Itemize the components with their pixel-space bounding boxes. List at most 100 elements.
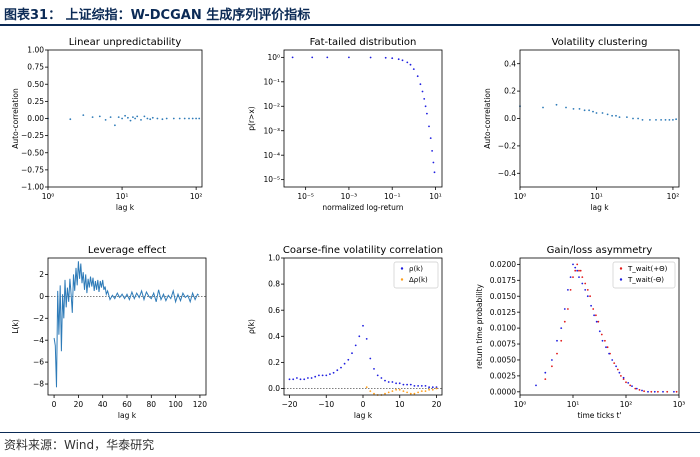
data-point xyxy=(555,103,558,106)
data-point xyxy=(191,117,194,120)
data-point xyxy=(132,116,134,118)
data-point xyxy=(435,386,438,389)
data-point xyxy=(109,116,112,118)
data-point xyxy=(340,366,342,369)
data-point xyxy=(395,382,397,385)
data-point xyxy=(563,308,566,310)
y-tick-label: −0.50 xyxy=(21,148,44,157)
data-point xyxy=(149,118,152,121)
data-point xyxy=(351,352,353,355)
data-point xyxy=(143,115,146,118)
x-tick-label: 20 xyxy=(74,400,84,409)
data-point xyxy=(576,263,579,266)
data-point xyxy=(428,125,430,128)
data-point xyxy=(412,68,415,70)
data-point xyxy=(343,362,346,365)
data-point xyxy=(572,263,574,266)
data-point xyxy=(406,61,409,64)
y-tick-label: 1.00 xyxy=(27,46,44,55)
x-tick-label: 10⁻⁵ xyxy=(297,192,314,201)
data-point xyxy=(608,352,610,355)
x-tick-label: 0 xyxy=(52,400,57,409)
data-point xyxy=(424,105,427,108)
data-point xyxy=(574,266,577,269)
data-point xyxy=(581,282,584,285)
data-point xyxy=(574,269,577,272)
data-point xyxy=(127,116,129,119)
data-point xyxy=(354,344,357,347)
data-point xyxy=(560,339,563,342)
data-point xyxy=(136,115,139,118)
y-tick-label: 0.4 xyxy=(268,332,280,341)
data-point xyxy=(161,118,164,121)
x-tick-label: 120 xyxy=(193,400,208,409)
data-point xyxy=(365,338,368,340)
chart-vol: Volatility clustering 10⁰ 10¹ 10² −0.4 −0.2 0.… xyxy=(483,37,680,212)
y-tick-label: 0.0025 xyxy=(490,371,516,380)
data-point xyxy=(622,376,625,379)
data-point xyxy=(397,58,400,61)
data-point xyxy=(326,56,329,59)
y-tick-label: 0.0 xyxy=(268,384,280,393)
data-point xyxy=(535,384,537,387)
data-point xyxy=(601,112,604,114)
x-tick-label: 10¹ xyxy=(116,192,129,201)
legend-marker xyxy=(400,278,404,281)
data-point xyxy=(406,391,408,394)
data-point xyxy=(620,375,622,377)
y-tick-label: −0.4 xyxy=(498,169,516,178)
y-tick-label: 10⁻⁴ xyxy=(263,151,280,160)
data-point xyxy=(195,117,198,120)
data-point xyxy=(129,119,132,122)
data-point xyxy=(655,119,657,121)
data-point xyxy=(544,378,547,380)
data-point xyxy=(615,365,617,368)
chart-title: Volatility clustering xyxy=(552,37,648,48)
legend-label: T_wait(+Θ) xyxy=(627,265,668,273)
data-point xyxy=(391,381,394,383)
footer-divider xyxy=(0,432,700,433)
data-point xyxy=(595,320,598,323)
chart-title: Coarse-fine volatility correlation xyxy=(283,245,443,256)
data-point xyxy=(423,98,426,100)
data-point xyxy=(637,117,639,120)
y-axis-label: L(k) xyxy=(11,319,20,333)
x-tick-label: 10¹ xyxy=(590,192,603,201)
data-point xyxy=(365,386,368,389)
data-point xyxy=(329,373,331,375)
x-tick-label: 10² xyxy=(667,192,680,201)
x-tick-label: 10⁻³ xyxy=(341,192,358,201)
report-header: 图表31： 上证综指：W-DCGAN 生成序列评价指标 xyxy=(0,0,700,26)
data-point xyxy=(668,119,671,121)
data-point xyxy=(635,387,638,390)
data-point xyxy=(384,56,387,59)
data-point xyxy=(321,374,324,377)
data-point xyxy=(347,358,350,361)
data-point xyxy=(325,374,328,377)
y-tick-label: 0.0075 xyxy=(490,340,516,349)
data-point xyxy=(98,115,101,118)
data-point xyxy=(288,378,291,381)
data-point xyxy=(299,378,302,381)
data-point xyxy=(151,116,154,119)
data-point xyxy=(588,109,590,112)
plot-frame xyxy=(283,49,443,188)
data-point xyxy=(369,56,372,59)
legend-label: T_wait(-Θ) xyxy=(627,276,664,284)
data-point xyxy=(672,119,674,121)
y-tick-label: 0.2 xyxy=(268,358,280,367)
data-point xyxy=(82,114,85,116)
x-axis-label: lag k xyxy=(354,411,373,420)
data-point xyxy=(569,289,572,291)
data-point xyxy=(660,119,662,121)
x-tick-label: 10³ xyxy=(673,400,686,409)
y-axis-label: Auto-correlation xyxy=(11,88,20,149)
data-point xyxy=(432,161,435,164)
data-point xyxy=(625,381,627,384)
data-point xyxy=(362,324,364,327)
data-point xyxy=(146,117,149,120)
data-point xyxy=(572,108,575,110)
y-tick-label: −8 xyxy=(33,380,44,389)
data-point xyxy=(424,385,427,387)
data-point xyxy=(584,282,587,285)
